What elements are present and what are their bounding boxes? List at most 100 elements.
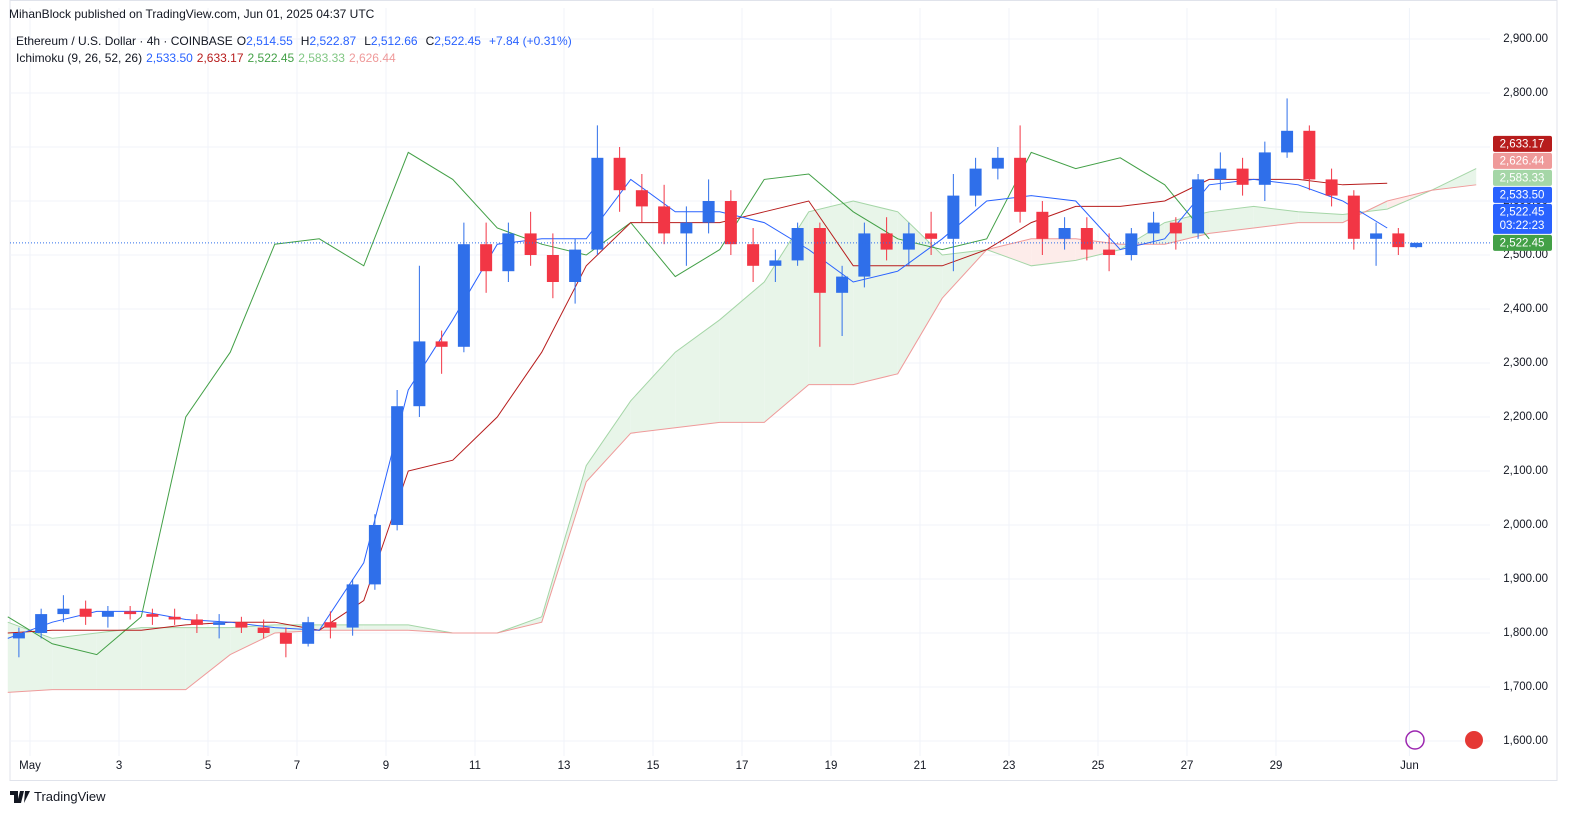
ohlc-value: 2,522.87: [309, 34, 357, 48]
candle-body: [1325, 179, 1338, 196]
candle-body: [190, 619, 203, 625]
ohlc-value: 2,514.55: [246, 34, 293, 48]
ohlc-item: O2,514.55: [237, 34, 297, 48]
y-tick-label: 2,800.00: [1503, 87, 1548, 99]
indicator-value: 2,533.50: [146, 51, 193, 65]
change: +7.84 (+0.31%): [488, 34, 572, 48]
legend-indicator-row: Ichimoku (9, 26, 52, 26) 2,533.50 2,633.17…: [16, 51, 400, 65]
candle-body: [35, 614, 48, 633]
x-tick-label: 17: [736, 760, 749, 772]
candle-body: [435, 341, 448, 347]
y-tick-label: 2,900.00: [1503, 33, 1548, 45]
candle-body: [1303, 130, 1316, 180]
indicator-value: 2,583.33: [298, 51, 345, 65]
candle-body: [724, 201, 737, 245]
candle-body: [1392, 233, 1405, 248]
x-tick-label: 29: [1270, 760, 1283, 772]
candle-body: [1080, 228, 1093, 250]
cloud: [1253, 206, 1299, 229]
candle-body: [368, 524, 381, 585]
candle-body: [413, 341, 426, 407]
candle-body: [969, 168, 982, 196]
icon: [1465, 731, 1483, 749]
candle-body: [346, 584, 359, 628]
candle-body: [836, 276, 849, 293]
candle-body: [947, 195, 960, 239]
cloud: [1298, 211, 1343, 223]
price-tag: [1493, 169, 1552, 186]
icon: [1405, 730, 1425, 750]
candle-body: [1370, 233, 1383, 239]
price-tag-label: 2,583.33: [1500, 172, 1545, 184]
plot-frame: [9, 0, 1558, 781]
candle-body: [1103, 249, 1116, 256]
candle-body: [480, 244, 493, 272]
y-tick-label: 1,800.00: [1503, 627, 1548, 639]
cloud: [586, 400, 631, 482]
candle-body: [124, 611, 137, 615]
ohlc-item: H2,522.87: [301, 34, 360, 48]
x-tick-label: 9: [383, 760, 389, 772]
x-tick-label: 3: [116, 760, 122, 772]
candle-body: [613, 157, 626, 191]
y-tick-label: 2,200.00: [1503, 411, 1548, 423]
indicator-value: 2,626.44: [348, 51, 396, 65]
indicator-value: 2,522.45: [247, 51, 295, 65]
ohlc-key: L: [364, 34, 371, 48]
ichimoku-line: [7, 151, 1210, 656]
candle-body: [1214, 168, 1227, 180]
price-tag-label: 2,522.45: [1500, 237, 1545, 249]
candle-body: [57, 608, 70, 615]
candle-body: [235, 622, 248, 628]
candle-body: [524, 233, 537, 256]
x-tick-label: 25: [1092, 760, 1105, 772]
candle-body: [79, 608, 92, 617]
x-tick-label: 23: [1003, 760, 1016, 772]
candle-body: [791, 228, 804, 261]
price-tag: [1493, 234, 1552, 251]
ohlc-value: 2,522.45: [434, 34, 481, 48]
ohlc-item: L2,512.66: [364, 34, 421, 48]
candle-body: [324, 622, 337, 628]
candle-body: [880, 233, 893, 250]
candle-body: [457, 244, 470, 347]
candle-body: [1281, 130, 1294, 153]
cloud: [675, 319, 720, 428]
candle-body: [502, 233, 515, 272]
candle-body: [702, 201, 715, 223]
candle-body: [591, 157, 604, 250]
price-tag-label: 2,522.45: [1500, 206, 1545, 218]
candle-body: [279, 632, 292, 644]
candle-body: [813, 228, 826, 293]
candle-body: [1014, 157, 1027, 212]
publisher: MihanBlock published on TradingView.com,…: [9, 7, 375, 21]
indicator: Ichimoku (9, 26, 52, 26): [16, 51, 143, 65]
candle-body: [1125, 233, 1138, 256]
ohlc-value: 2,512.66: [370, 34, 418, 48]
candle-body: [1410, 242, 1423, 248]
candle-body: [1192, 179, 1205, 234]
candle-body: [12, 632, 25, 639]
candle-body: [1347, 195, 1360, 239]
y-tick-label: 2,500.00: [1503, 249, 1548, 261]
y-tick-label: 2,300.00: [1503, 357, 1548, 369]
x-tick-label: 15: [647, 760, 660, 772]
candle-body: [658, 206, 671, 234]
legend-symbol-row: Ethereum / U.S. Dollar · 4h · COINBASE O2…: [16, 34, 576, 48]
candle-body: [925, 233, 938, 239]
footer: TradingView: [10, 789, 106, 804]
ichimoku-line: [7, 184, 1477, 693]
indicator-value: 2,633.17: [196, 51, 244, 65]
price-tag-label: 2,633.17: [1500, 138, 1545, 150]
candle-body: [1236, 168, 1249, 185]
price-tag-label: 2,533.50: [1500, 189, 1545, 201]
ohlc-key: C: [425, 34, 435, 48]
candle-body: [858, 233, 871, 277]
cloud: [1209, 206, 1254, 234]
x-tick-label: 7: [294, 760, 300, 772]
cloud: [141, 627, 186, 690]
price-tag: [1493, 152, 1552, 169]
symbol: Ethereum / U.S. Dollar · 4h · COINBASE: [16, 34, 233, 48]
candle-body: [991, 157, 1004, 169]
